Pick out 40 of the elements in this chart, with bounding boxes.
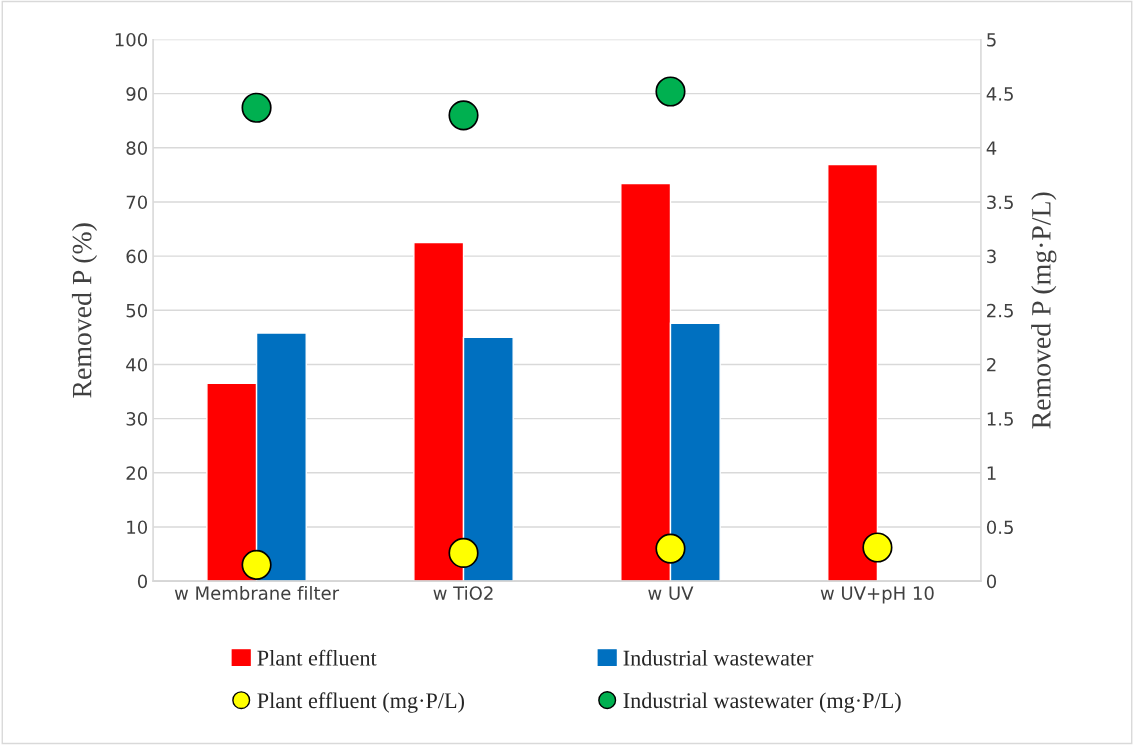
y-tick-label: 10 xyxy=(127,520,148,535)
point xyxy=(448,537,479,569)
x-tick-label: w TiO2 xyxy=(433,585,493,600)
y2-tick-label: 0 xyxy=(986,574,997,589)
point xyxy=(655,76,686,107)
y-tick-label: 70 xyxy=(126,195,148,210)
y2-tick-label: 2 xyxy=(987,357,996,372)
y2-tick-label: 4.5 xyxy=(986,87,1013,101)
point xyxy=(655,533,686,564)
y-tick-label: 80 xyxy=(126,141,148,155)
y-tick-label: 60 xyxy=(126,249,148,264)
y-tick-label: 100 xyxy=(115,32,148,47)
x-tick-label: w Membrane filter xyxy=(174,585,340,600)
y-axis-title: Removed P (%) xyxy=(71,223,98,398)
point xyxy=(241,92,272,123)
y2-tick-label: 1 xyxy=(987,466,996,480)
y2-tick-label: 3.5 xyxy=(987,195,1013,210)
legend-label: Plant effluent xyxy=(257,649,377,666)
y2-tick-label: 2.5 xyxy=(987,303,1013,318)
legend-label: Industrial wastewater xyxy=(623,649,814,666)
legend-label: Industrial wastewater (mg·P/L) xyxy=(623,692,901,713)
y2-tick-label: 1.5 xyxy=(987,412,1013,426)
point xyxy=(448,100,479,131)
point xyxy=(862,532,893,563)
y2-tick-label: 4 xyxy=(986,141,997,155)
y-tick-label: 0 xyxy=(137,574,148,589)
y2-tick-label: 3 xyxy=(987,249,996,264)
y-tick-label: 50 xyxy=(126,303,148,318)
y2-tick-label: 0.5 xyxy=(986,520,1013,535)
legend-label: Plant effluent (mg·P/L) xyxy=(257,692,464,713)
x-tick-label: w UV xyxy=(648,586,694,600)
y-tick-label: 40 xyxy=(126,357,148,372)
y-tick-label: 20 xyxy=(126,466,148,480)
x-tick-label: w UV+pH 10 xyxy=(820,586,934,604)
point xyxy=(241,549,272,580)
bar xyxy=(827,163,879,582)
y2-tick-label: 5 xyxy=(987,33,996,47)
y-tick-label: 30 xyxy=(126,412,148,426)
y-tick-label: 90 xyxy=(126,87,148,101)
y2-axis-title: Removed P (mg·P/L) xyxy=(1031,192,1057,429)
